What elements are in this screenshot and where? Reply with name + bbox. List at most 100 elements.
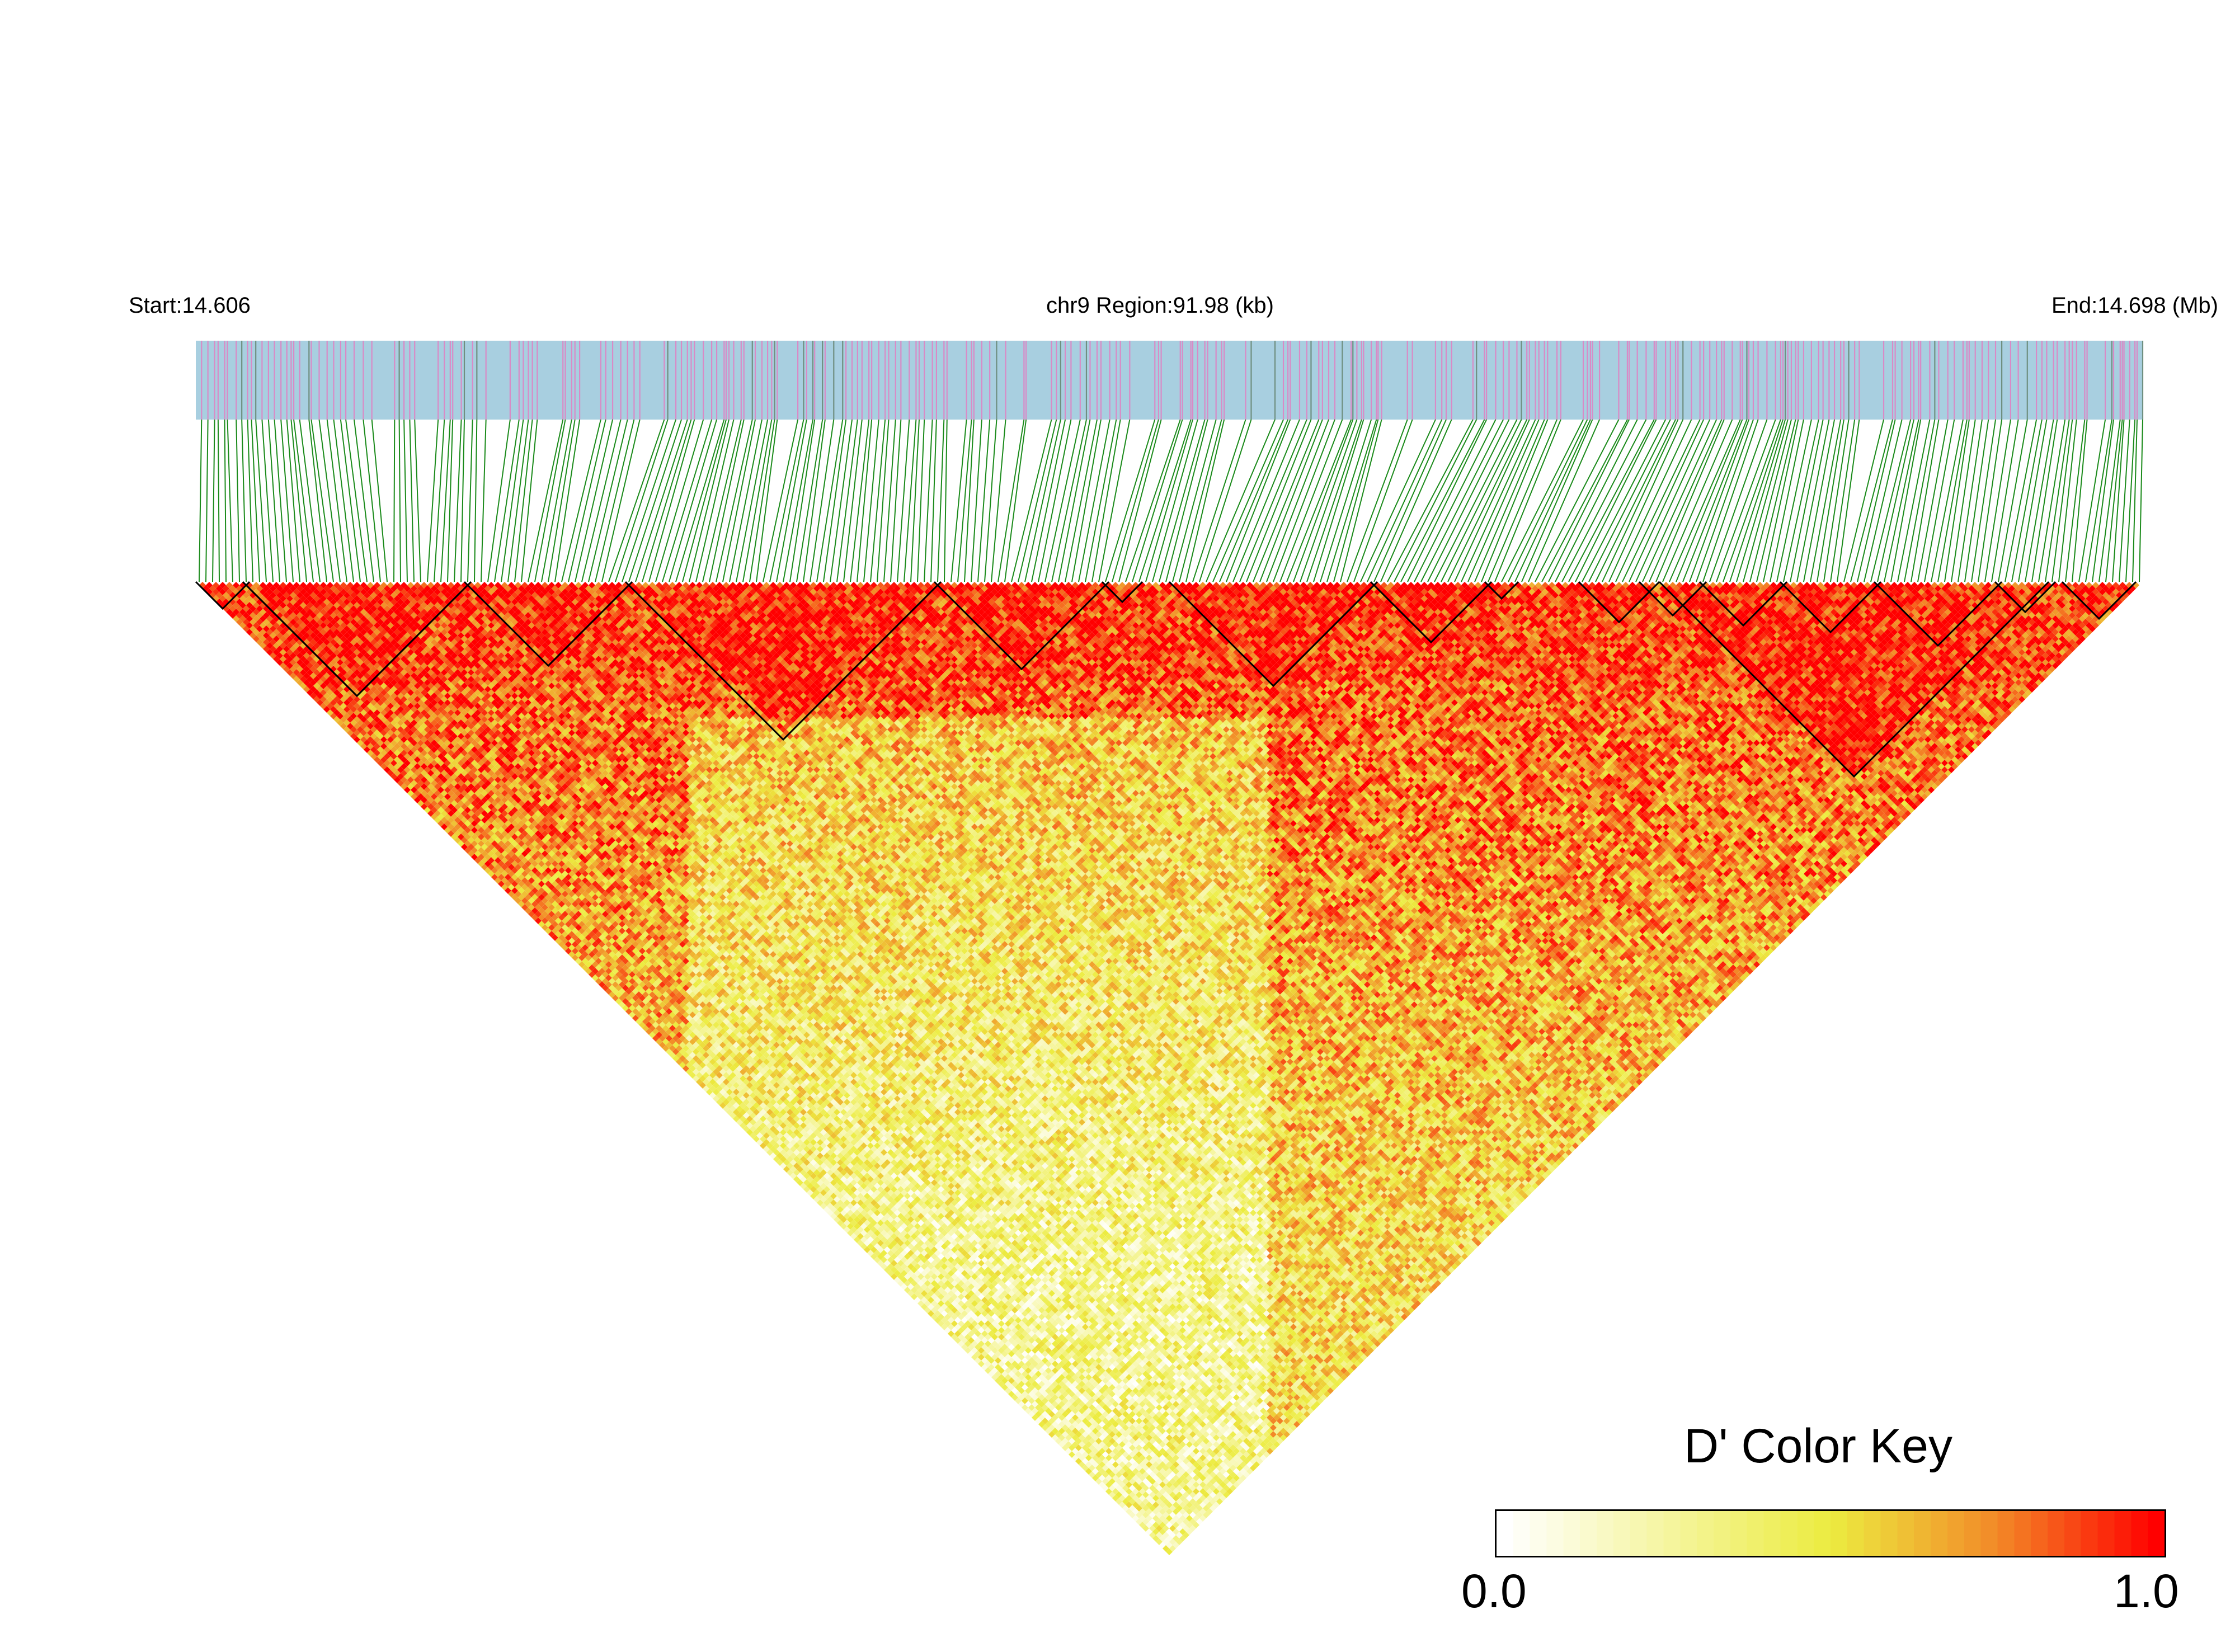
snp-connector <box>521 419 538 582</box>
snp-connector <box>689 419 730 582</box>
snp-connector <box>1172 419 1217 582</box>
snp-connector <box>1642 419 1718 582</box>
snp-connector <box>251 419 260 582</box>
snp-connector <box>877 419 890 582</box>
snp-connector <box>1118 419 1162 582</box>
snp-connector <box>1984 419 2011 582</box>
snp-connector <box>1467 419 1540 582</box>
snp-connector <box>1514 419 1591 582</box>
snp-connector <box>971 419 982 582</box>
snp-connector <box>541 419 572 582</box>
snp-connector <box>1575 419 1657 582</box>
snp-connector <box>1951 419 1976 582</box>
snp-connector <box>554 419 581 582</box>
ld-heatmap-cells <box>199 582 2139 1555</box>
snp-connector <box>326 419 347 582</box>
snp-connector <box>1246 419 1312 582</box>
snp-connector <box>371 419 388 582</box>
snp-connector <box>340 419 361 582</box>
snp-connector <box>1561 419 1647 582</box>
snp-connector <box>1400 419 1485 582</box>
snp-connector <box>843 419 863 582</box>
snp-connector <box>1602 419 1679 582</box>
snp-connector <box>1790 419 1824 582</box>
snp-connector <box>1743 419 1789 582</box>
snp-connector <box>1857 419 1896 582</box>
snp-connector <box>937 419 945 582</box>
snp-connector <box>863 419 879 582</box>
snp-connector <box>789 419 816 582</box>
snp-connector <box>910 419 920 582</box>
snp-connector <box>2078 419 2106 582</box>
snp-connector <box>1595 419 1676 582</box>
snp-connector <box>2025 419 2054 582</box>
snp-connector <box>261 419 274 582</box>
snp-connector <box>474 419 478 582</box>
snp-connector <box>1219 419 1289 582</box>
snp-connector <box>1924 419 1955 582</box>
snp-connector <box>427 419 439 582</box>
snp-connector <box>1414 419 1497 582</box>
snp-connector <box>1266 419 1329 582</box>
snp-connector <box>534 419 566 582</box>
snp-connector <box>1958 419 1983 582</box>
snp-connector <box>2038 419 2066 582</box>
snp-connector <box>1682 419 1748 582</box>
snp-connector <box>1521 419 1593 582</box>
snp-connector <box>1212 419 1284 582</box>
snp-connector <box>1159 419 1206 582</box>
snp-connector <box>1749 419 1792 582</box>
snp-connector <box>695 419 735 582</box>
snp-connector <box>1649 419 1723 582</box>
snp-connector <box>1091 419 1121 582</box>
snp-connector <box>224 419 227 582</box>
snp-connector <box>494 419 520 582</box>
snp-connector <box>1877 419 1914 582</box>
snp-connector <box>1373 419 1447 582</box>
snp-connector <box>2018 419 2048 582</box>
snp-connector <box>682 419 727 582</box>
snp-connector <box>850 419 870 582</box>
snp-connector <box>964 419 975 582</box>
snp-connector <box>2031 419 2058 582</box>
snp-connector <box>286 419 300 582</box>
snp-connector <box>1394 419 1478 582</box>
snp-connector <box>2125 419 2136 582</box>
snp-connector <box>290 419 307 582</box>
snp-connector <box>308 419 327 582</box>
snp-connector <box>2098 419 2121 582</box>
snp-connector <box>1340 419 1382 582</box>
snp-connector <box>1555 419 1638 582</box>
snp-connector <box>675 419 725 582</box>
snp-connector <box>635 419 688 582</box>
snp-connector <box>1884 419 1919 582</box>
snp-connector <box>1481 419 1549 582</box>
snp-connector <box>2058 419 2077 582</box>
snp-connector <box>528 419 564 582</box>
snp-connector <box>1347 419 1408 582</box>
snp-connector <box>487 419 511 582</box>
snp-connector <box>1360 419 1436 582</box>
snp-connector <box>1541 419 1628 582</box>
snp-connector <box>1253 419 1320 582</box>
snp-connector <box>1320 419 1372 582</box>
snp-connector <box>1279 419 1343 582</box>
snp-connector <box>823 419 847 582</box>
snp-connector <box>1662 419 1733 582</box>
snp-connector <box>501 419 524 582</box>
snp-connector <box>729 419 763 582</box>
snp-connector <box>333 419 354 582</box>
snp-connector <box>236 419 240 582</box>
snp-connector <box>274 419 287 582</box>
snp-connector <box>247 419 253 582</box>
snp-connector <box>1776 419 1812 582</box>
snp-connector <box>1850 419 1893 582</box>
snp-connector <box>561 419 601 582</box>
snp-connector <box>507 419 529 582</box>
snp-connector <box>267 419 280 582</box>
snp-connector <box>1723 419 1781 582</box>
snp-connector <box>749 419 775 582</box>
snp-connector <box>930 419 937 582</box>
snp-connector <box>1125 419 1181 582</box>
